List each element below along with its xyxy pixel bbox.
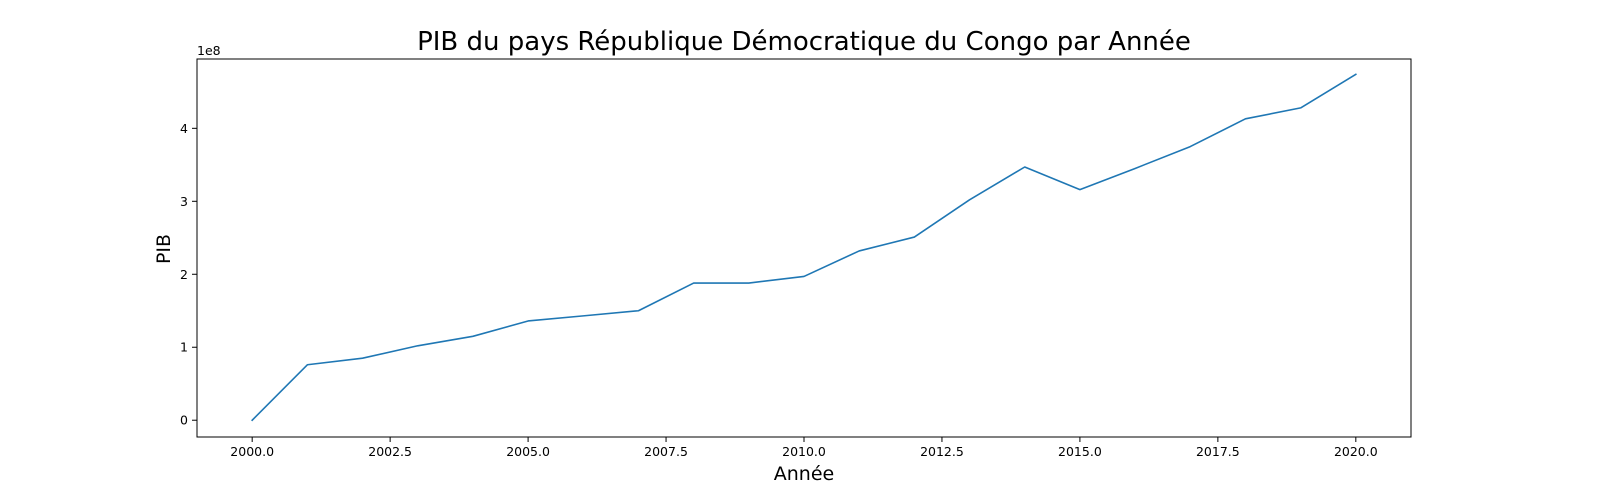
x-tick-label: 2002.5 (368, 444, 412, 459)
x-tick-label: 2010.0 (782, 444, 826, 459)
y-tick-label: 1 (180, 340, 188, 355)
x-tick-label: 2017.5 (1196, 444, 1240, 459)
series-line (251, 73, 1357, 422)
y-tick-label: 0 (180, 413, 188, 428)
x-tick-label: 2000.0 (230, 444, 274, 459)
y-tick-label: 4 (180, 121, 188, 136)
y-axis-label: PIB (153, 234, 175, 264)
x-tick-label: 2007.5 (644, 444, 688, 459)
x-tick-label: 2015.0 (1058, 444, 1102, 459)
x-tick-label: 2012.5 (920, 444, 964, 459)
plot-frame (196, 58, 1412, 438)
y-tick-label: 3 (180, 194, 188, 209)
chart-title: PIB du pays République Démocratique du C… (417, 27, 1191, 57)
plot-area: 2000.0 2002.5 2005.0 2007.5 2010.0 2012.5 2015… (180, 58, 1412, 459)
x-tick-label: 2020.0 (1334, 444, 1378, 459)
y-tick-label: 2 (180, 267, 188, 282)
x-tick-label: 2005.0 (506, 444, 550, 459)
x-axis-label: Année (774, 463, 834, 485)
y-axis-offset-label: 1e8 (197, 43, 221, 58)
